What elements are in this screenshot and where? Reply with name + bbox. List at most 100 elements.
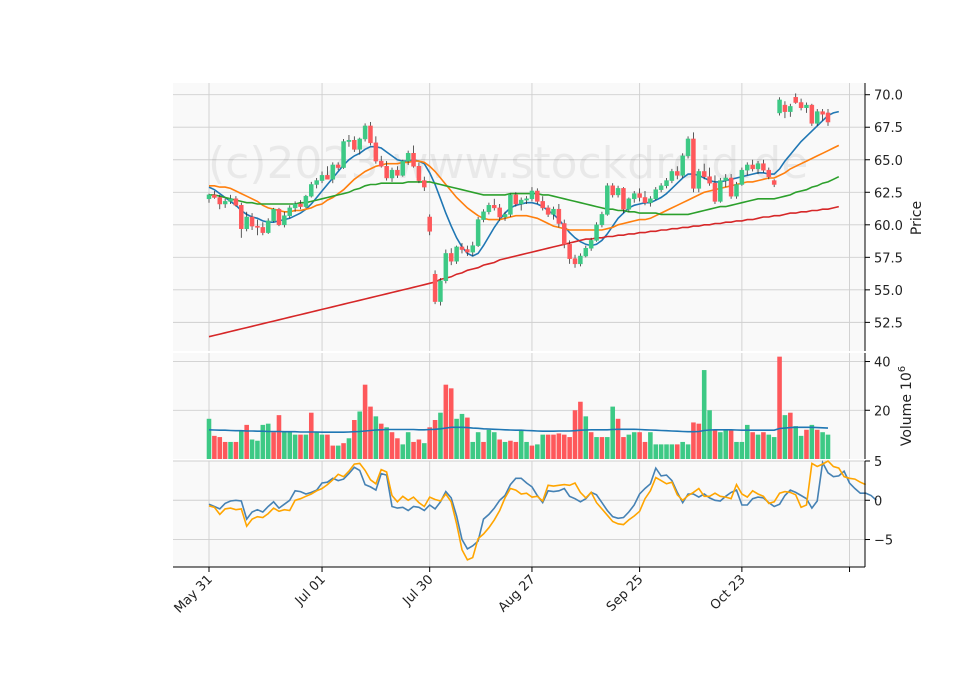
candle-body (335, 164, 341, 168)
candle (782, 101, 788, 119)
volume-bar (287, 432, 293, 459)
candle (212, 190, 217, 199)
candle-body (378, 160, 384, 167)
volume-bar (653, 444, 659, 459)
candle-body (605, 185, 610, 215)
volume-bar (443, 384, 449, 459)
candle-body (707, 176, 712, 184)
volume-bar (255, 440, 260, 459)
candle-body (244, 216, 249, 229)
candle-body (814, 111, 820, 124)
x-tick-label: May 31 (172, 572, 216, 616)
candle (459, 243, 465, 254)
candle (222, 198, 228, 208)
volume-bar (508, 440, 513, 459)
candle (701, 163, 707, 180)
volume-bar (276, 415, 282, 459)
candle-body (454, 246, 459, 262)
candle (405, 150, 411, 165)
candle-body (631, 193, 637, 200)
volume-bar (292, 434, 298, 459)
candle-body (782, 104, 788, 112)
candle-body (411, 153, 416, 167)
volume-bar (777, 356, 782, 459)
volume-bar (631, 432, 637, 459)
candle (378, 155, 384, 168)
candle (287, 205, 292, 219)
candle-body (626, 198, 632, 210)
volume-bar (728, 429, 734, 459)
candle (696, 168, 702, 193)
volume-bar (470, 441, 476, 459)
candle-body (675, 171, 680, 176)
volume-bar (556, 433, 562, 459)
moving-average-line-3 (209, 175, 840, 216)
volume-bar (755, 434, 761, 459)
candle-body (793, 97, 798, 103)
volume-axis-unit-base: 10 (899, 372, 915, 390)
volume-bar (626, 434, 632, 459)
candle (761, 159, 766, 173)
volume-bar (685, 444, 691, 459)
volume-bar (341, 443, 346, 459)
volume-bar (761, 432, 766, 459)
candle (422, 176, 427, 191)
candle-body (228, 198, 233, 202)
volume-bar (244, 424, 249, 459)
candle-body (583, 247, 589, 257)
candle-body (594, 224, 599, 241)
volume-bar (400, 444, 406, 459)
volume-bar (567, 437, 572, 459)
volume-bar (518, 429, 524, 459)
candle-body (357, 138, 362, 150)
volume-bar (465, 417, 470, 459)
candle-body (562, 223, 567, 245)
candle (631, 190, 637, 203)
candle-body (346, 139, 352, 142)
volume-bar (744, 424, 750, 459)
candle-body (448, 253, 454, 262)
candle (335, 162, 341, 171)
candle-body (465, 249, 470, 253)
candle (755, 161, 761, 175)
candle (481, 209, 486, 223)
candle (578, 253, 583, 267)
candle (540, 196, 545, 211)
candle (443, 249, 449, 284)
volume-bar (535, 444, 540, 459)
candle (820, 109, 825, 121)
y-tick-label: 40 (874, 356, 891, 371)
candle (798, 98, 804, 111)
volume-bar (658, 444, 664, 459)
y-tick-label: 52.5 (874, 316, 903, 331)
volume-bar (265, 423, 271, 459)
volume-bar (228, 441, 233, 459)
candle (551, 206, 556, 220)
candle (319, 171, 325, 184)
candle-body (265, 220, 271, 233)
candle (470, 241, 475, 257)
volume-bar (346, 438, 352, 459)
candle (793, 93, 798, 104)
candlesticks (206, 93, 831, 306)
candle-body (556, 208, 562, 224)
volume-bar (680, 441, 685, 459)
candle-body (314, 180, 319, 185)
volume-bar (605, 437, 610, 459)
volume-bar (459, 413, 465, 459)
candle-body (809, 104, 815, 124)
candle-body (825, 112, 831, 123)
candle (233, 196, 239, 207)
volume-bar (545, 434, 551, 459)
candle (325, 166, 330, 180)
candle (615, 185, 621, 198)
candle (745, 162, 750, 176)
candle-body (217, 197, 223, 205)
candle-body (588, 240, 594, 249)
candle-body (680, 155, 685, 176)
candle (411, 145, 416, 168)
candle-body (820, 111, 825, 115)
candle (594, 222, 599, 242)
volume-bar (669, 444, 675, 459)
candle-body (540, 201, 545, 209)
